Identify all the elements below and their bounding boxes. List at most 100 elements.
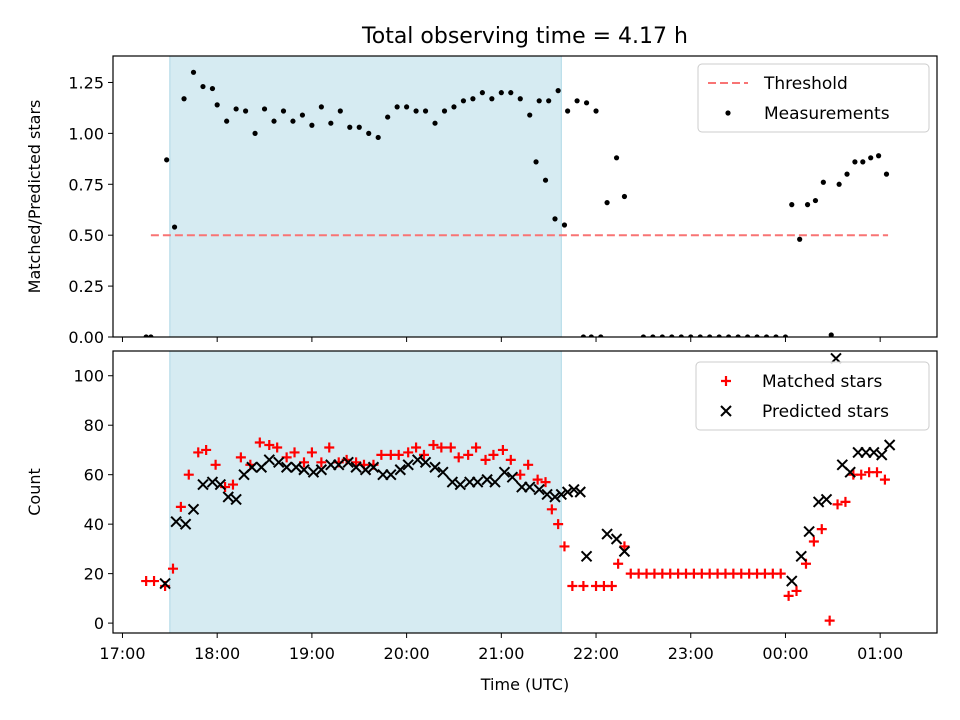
matched-star-point (316, 457, 327, 468)
measurement-point (812, 197, 819, 204)
predicted-star-point (411, 454, 424, 466)
measurement-point (171, 224, 178, 230)
measurement-point (470, 96, 476, 102)
measurement-point (290, 118, 296, 124)
measurement-point (797, 236, 803, 242)
predicted-star-point (230, 493, 242, 506)
predicted-star-point (170, 515, 182, 528)
measurement-point (707, 334, 713, 337)
matched-star-point (488, 449, 499, 460)
measurement-point (860, 159, 866, 165)
measurement-point (583, 100, 590, 106)
matched-star-point (532, 474, 543, 485)
measurement-point (533, 159, 539, 165)
measurement-point (588, 334, 594, 337)
shaded-observing-span (169, 350, 562, 634)
matched-star-point (567, 581, 578, 591)
measurement-point (669, 334, 675, 337)
measurement-point (200, 83, 206, 90)
predicted-star-point (601, 528, 613, 540)
predicted-star-point (489, 476, 501, 488)
x-tick-label: 19:00 (289, 644, 335, 663)
measurement-point (565, 108, 571, 114)
predicted-star-point (454, 478, 466, 491)
y-tick-label: 0.75 (68, 175, 104, 194)
matched-star-point (606, 581, 617, 591)
matched-star-point (264, 440, 275, 450)
measurement-point (697, 334, 703, 337)
matched-star-point (403, 447, 414, 458)
matched-star-point (201, 444, 212, 455)
matched-star-point (783, 590, 794, 601)
x-tick-label: 00:00 (762, 644, 808, 663)
measurement-point (735, 334, 741, 337)
legend-marker (725, 110, 731, 116)
measurement-point (517, 96, 523, 102)
matched-star-point (193, 447, 204, 458)
predicted-star-point (385, 468, 397, 481)
measurement-point (561, 222, 568, 228)
matched-star-point (411, 442, 422, 453)
x-tick-label: 22:00 (573, 644, 619, 663)
measurement-point (242, 108, 249, 114)
matched-star-point (453, 452, 464, 463)
predicted-star-point (367, 461, 380, 473)
matched-star-point (227, 479, 238, 490)
data-points (143, 69, 890, 337)
measurement-point (261, 106, 268, 112)
predicted-star-point (568, 483, 580, 496)
predicted-star-point (820, 493, 833, 506)
measurement-point (318, 104, 324, 110)
measurement-point (613, 155, 620, 161)
measurement-point (536, 98, 542, 104)
measurement-point (252, 130, 258, 136)
measurement-point (593, 108, 599, 114)
predicted-star-point (394, 464, 407, 476)
measurement-point (366, 130, 372, 136)
axes-frame (112, 350, 938, 634)
predicted-star-point (481, 473, 493, 486)
matched-star-point (523, 459, 534, 470)
y-tick-label: 0 (94, 614, 104, 633)
legend-marker (720, 405, 732, 417)
predicted-star-point (446, 476, 459, 488)
top-panel: 0.00 0.25 0.50 0.75 1.00 1.25 Matched/Predicte… (25, 55, 938, 347)
predicted-star-point (333, 459, 345, 471)
predicted-star-point (786, 575, 798, 587)
measurement-point (356, 124, 362, 130)
measurement-point (852, 159, 858, 165)
legend: Threshold Measurements (697, 63, 930, 133)
measurement-point (763, 334, 770, 337)
matched-star-point (832, 499, 843, 510)
axes-frame (112, 55, 938, 338)
predicted-star-point (280, 461, 293, 473)
shaded-observing-span (169, 55, 562, 338)
matched-star-point (351, 457, 362, 468)
matched-star-point (546, 504, 557, 515)
matched-star-point (553, 519, 564, 530)
measurement-point (820, 179, 826, 185)
x-tick-label: 23:00 (668, 644, 714, 663)
matched-star-point (272, 442, 283, 453)
matched-star-point (840, 496, 851, 507)
predicted-star-point (359, 464, 372, 476)
predicted-star-point (402, 459, 414, 471)
predicted-star-point (795, 550, 807, 563)
x-tick-label: 17:00 (99, 644, 145, 663)
measurement-point (868, 155, 874, 161)
predicted-star-point (222, 491, 234, 503)
predicted-star-point (803, 525, 815, 538)
measurement-point (224, 118, 230, 124)
predicted-star-point (844, 466, 856, 478)
measurement-point (460, 98, 467, 104)
legend-label: Predicted stars (762, 402, 889, 422)
predicted-star-point (812, 496, 825, 508)
measurement-point (451, 104, 457, 110)
measurement-point (337, 108, 343, 114)
measurement-point (552, 216, 558, 222)
predicted-star-point (246, 461, 258, 473)
matched-star-point (775, 568, 786, 579)
measurement-point (678, 334, 684, 337)
measurement-point (394, 104, 400, 110)
x-tick-label: 18:00 (194, 644, 240, 663)
